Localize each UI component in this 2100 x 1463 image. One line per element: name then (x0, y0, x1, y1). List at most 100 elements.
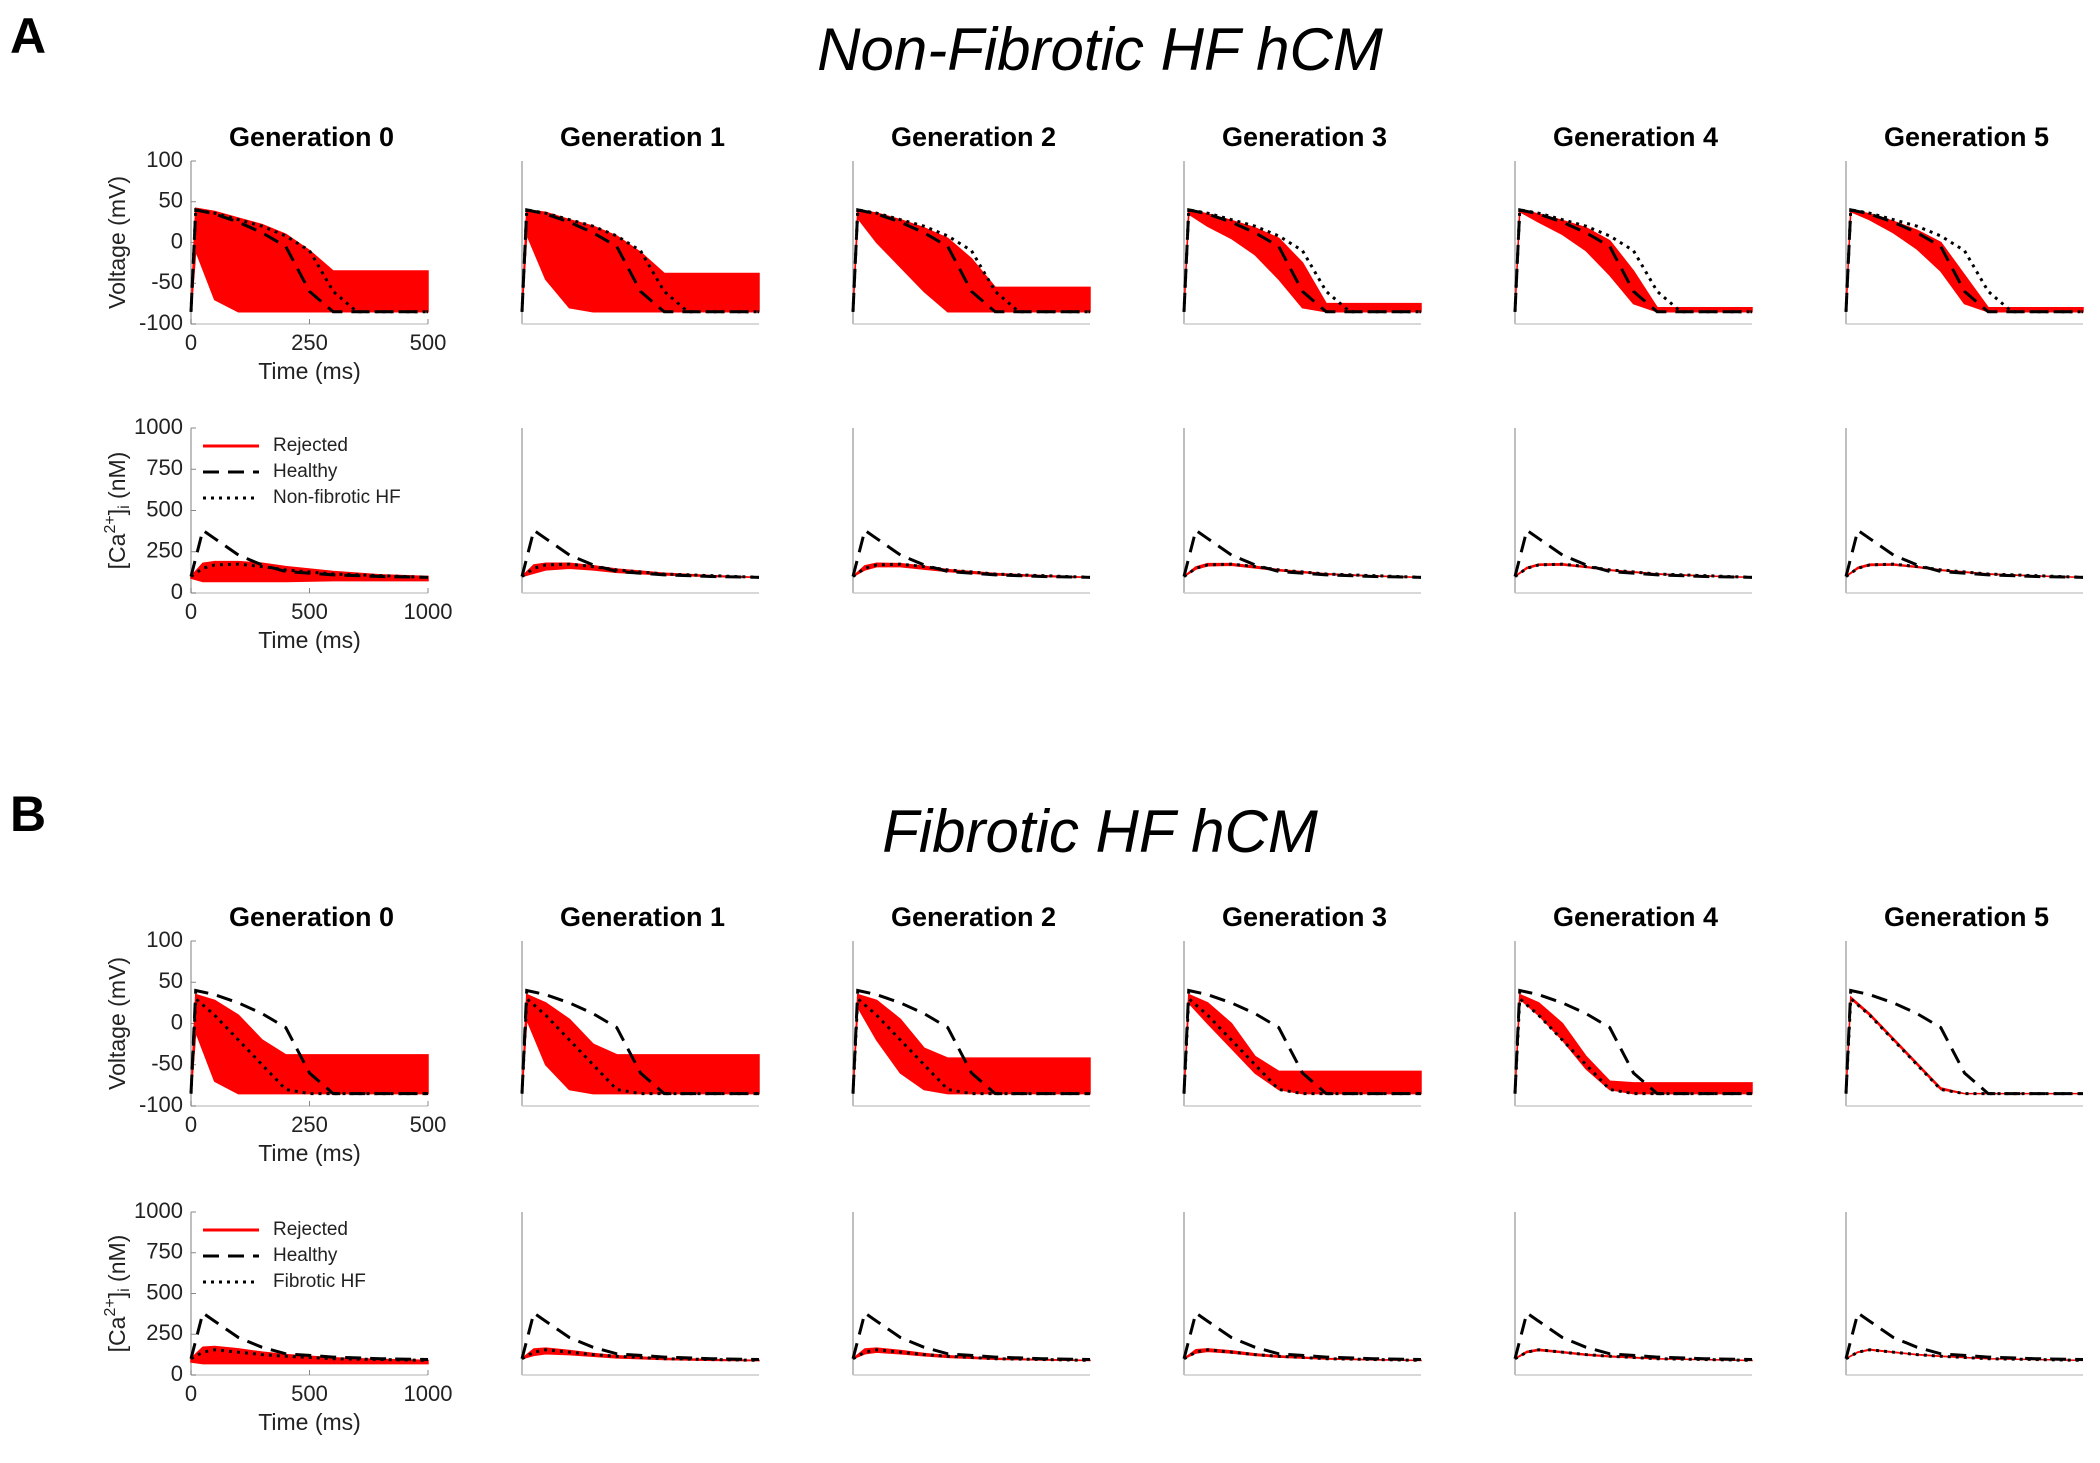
x-axis-label: Time (ms) (258, 358, 361, 384)
y-axis-label-part: i (116, 1288, 133, 1292)
y-axis-label: Voltage (mV) (104, 176, 130, 309)
y-tick-label: -50 (151, 1051, 183, 1076)
subplot (1513, 1212, 1753, 1376)
trace-line (851, 208, 1090, 314)
rejected-band (852, 209, 1091, 313)
trace-line (1844, 988, 2083, 1096)
subplot: Generation 3 (1182, 122, 1422, 325)
subplot: Generation 2 (851, 122, 1091, 325)
y-tick-label: 500 (146, 496, 183, 521)
y-tick-label: 750 (146, 455, 183, 480)
panel-title: Non-Fibrotic HF hCM (817, 16, 1383, 83)
y-tick-label: 0 (171, 1009, 183, 1034)
x-tick-label: 250 (291, 1112, 328, 1137)
subplot: 0 250 500 750 1000 0 500 1000 Time (ms) [Ca2+]i (… (102, 414, 452, 653)
x-tick-label: 500 (410, 330, 447, 355)
trace-line (521, 1348, 760, 1362)
subplot (1844, 1212, 2084, 1376)
y-axis-label-part: ] (104, 1292, 130, 1298)
subplot-title: Generation 1 (560, 902, 725, 932)
y-axis-label-part: (nM) (104, 452, 130, 506)
y-tick-label: -50 (151, 269, 183, 294)
trace-line (190, 562, 429, 579)
legend-label: Rejected (273, 435, 348, 456)
trace-line (1513, 208, 1752, 314)
trace-line (1183, 1348, 1422, 1362)
trace-line (1844, 1310, 2084, 1362)
y-tick-label: 1000 (134, 1198, 183, 1223)
subplot: Generation 4 (1513, 122, 1753, 325)
trace-line (189, 988, 428, 1096)
y-tick-label: 100 (146, 927, 183, 952)
trace-line (520, 988, 759, 1096)
subplot (520, 428, 760, 594)
trace-line (1513, 1310, 1753, 1362)
trace-line (521, 562, 760, 579)
subplot: Generation 5 (1844, 122, 2084, 325)
x-tick-label: 0 (185, 599, 197, 624)
trace-line (1844, 995, 2083, 1096)
y-axis-label-part: [Ca (104, 1316, 130, 1352)
trace-line (1513, 527, 1753, 579)
x-tick-label: 500 (291, 599, 328, 624)
subplot: Generation 4 (1513, 902, 1753, 1107)
y-tick-label: 250 (146, 1320, 183, 1345)
trace-line (520, 527, 760, 579)
trace-line (851, 1310, 1091, 1362)
rejected-band (1845, 995, 2083, 1095)
x-tick-label: 0 (185, 1112, 197, 1137)
y-tick-label: 750 (146, 1239, 183, 1264)
subplot-title: Generation 1 (560, 122, 725, 152)
rejected-band (1183, 993, 1422, 1095)
y-axis-label: Voltage (mV) (104, 957, 130, 1090)
x-tick-label: 0 (185, 1381, 197, 1406)
trace-line (1844, 208, 2083, 314)
subplot (1844, 428, 2084, 594)
legend-label: Healthy (273, 461, 338, 482)
rejected-band (521, 562, 760, 579)
trace-line (1182, 527, 1422, 579)
subplot-title: Generation 3 (1222, 902, 1387, 932)
subplot-title: Generation 4 (1553, 122, 1718, 152)
trace-line (520, 208, 759, 314)
trace-line (1513, 988, 1752, 1096)
trace-line (189, 1310, 429, 1362)
rejected-band (521, 993, 760, 1095)
subplot (1182, 428, 1422, 594)
subplot-title: Generation 0 (229, 122, 394, 152)
subplot: Generation 0 -100 -50 0 50 100 0 250 500 Time (ms… (104, 902, 446, 1166)
subplot (520, 1212, 760, 1376)
subplot: Generation 1 (520, 122, 760, 325)
x-axis-label: Time (ms) (258, 627, 361, 653)
y-axis-label-part: ] (104, 509, 130, 515)
y-tick-label: -100 (139, 310, 183, 335)
subplot (1513, 428, 1753, 594)
y-tick-label: 100 (146, 147, 183, 172)
subplot (1182, 1212, 1422, 1376)
trace-line (851, 527, 1091, 579)
subplot-title: Generation 2 (891, 902, 1056, 932)
subplot: Generation 1 (520, 902, 760, 1107)
x-axis-label: Time (ms) (258, 1409, 361, 1435)
subplot-title: Generation 5 (1884, 122, 2049, 152)
x-tick-label: 1000 (404, 599, 453, 624)
rejected-band (1514, 993, 1753, 1095)
y-tick-label: -100 (139, 1092, 183, 1117)
rejected-band (1183, 208, 1422, 313)
trace-line (189, 527, 429, 579)
trace-line (190, 1348, 429, 1362)
rejected-band (521, 209, 760, 313)
rejected-band (852, 562, 1091, 579)
subplot: Generation 3 (1182, 902, 1422, 1107)
subplot-title: Generation 0 (229, 902, 394, 932)
subplot (851, 428, 1091, 594)
trace-line (1845, 1348, 2084, 1362)
y-axis-label-part: [Ca (104, 533, 130, 569)
y-axis-label-part: i (116, 505, 133, 509)
y-tick-label: 0 (171, 228, 183, 253)
subplot-title: Generation 4 (1553, 902, 1718, 932)
trace-line (520, 1310, 760, 1362)
legend-label: Healthy (273, 1245, 338, 1266)
rejected-band (190, 1345, 429, 1365)
